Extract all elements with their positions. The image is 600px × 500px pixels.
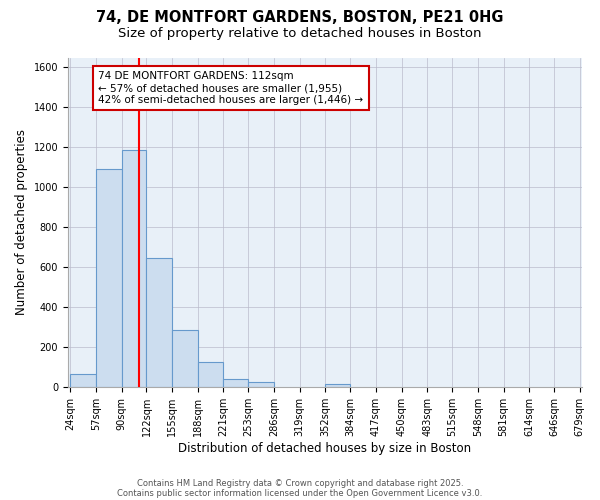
Bar [223, 380, 248, 388]
Text: Size of property relative to detached houses in Boston: Size of property relative to detached ho… [118, 28, 482, 40]
Text: Contains public sector information licensed under the Open Government Licence v3: Contains public sector information licen… [118, 488, 482, 498]
X-axis label: Distribution of detached houses by size in Boston: Distribution of detached houses by size … [178, 442, 472, 455]
Bar [70, 374, 96, 388]
Text: Contains HM Land Registry data © Crown copyright and database right 2025.: Contains HM Land Registry data © Crown c… [137, 478, 463, 488]
Text: 74 DE MONTFORT GARDENS: 112sqm
← 57% of detached houses are smaller (1,955)
42% : 74 DE MONTFORT GARDENS: 112sqm ← 57% of … [98, 72, 364, 104]
Bar [198, 362, 223, 388]
Bar [325, 384, 350, 388]
Bar [248, 382, 274, 388]
Y-axis label: Number of detached properties: Number of detached properties [15, 130, 28, 316]
Bar [96, 170, 122, 388]
Text: 74, DE MONTFORT GARDENS, BOSTON, PE21 0HG: 74, DE MONTFORT GARDENS, BOSTON, PE21 0H… [96, 10, 504, 25]
Bar [172, 330, 198, 388]
Bar [146, 258, 172, 388]
Bar [122, 150, 146, 388]
